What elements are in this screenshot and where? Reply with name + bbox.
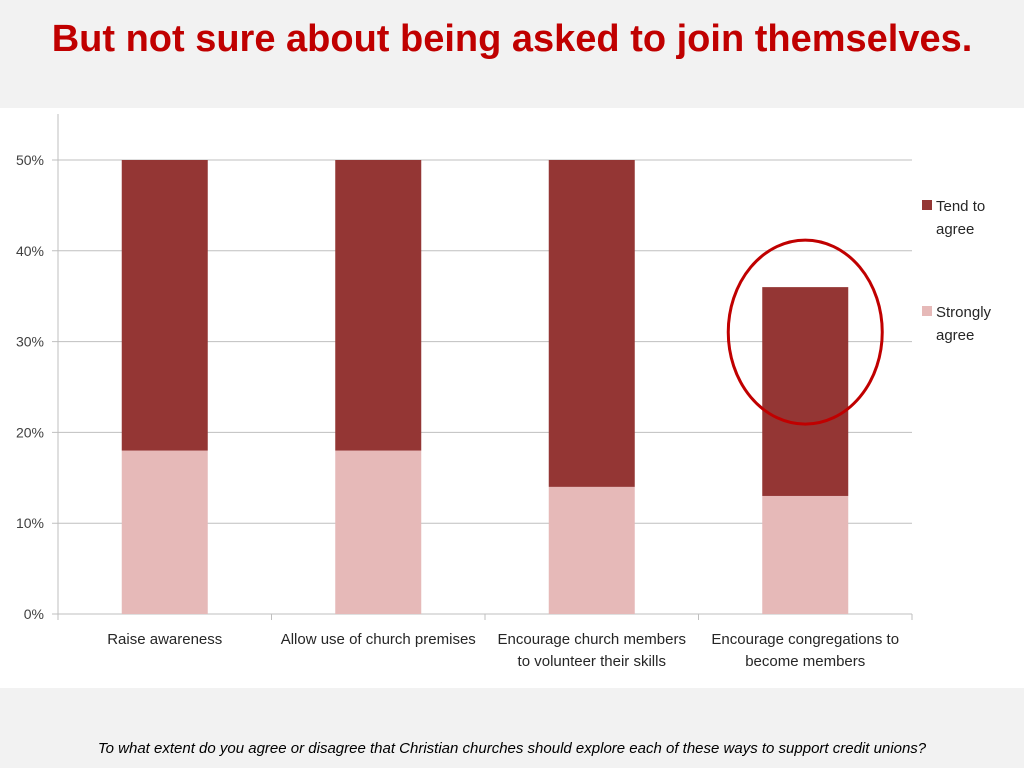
bar-tend-to-agree [335,160,422,451]
highlight-circle [726,238,884,426]
legend-label: Tend to [936,198,985,215]
bar-tend-to-agree [121,160,208,451]
legend-label: agree [936,327,974,344]
stacked-bar-chart: 0% 10% 20% 30% 40% 50% Raise awareness Allow us… [16,114,992,670]
x-category-label: become members [745,653,865,670]
chart-area: 0% 10% 20% 30% 40% 50% Raise awareness Allow us… [0,108,1024,688]
page-title: But not sure about being asked to join t… [51,18,973,60]
y-tick-label: 20% [16,424,44,440]
bar-tend-to-agree [762,287,849,496]
survey-question: To what extent do you agree or disagree … [97,740,927,757]
bar-strongly-agree [762,495,849,614]
y-tick-label: 40% [16,243,44,259]
y-tick-label: 50% [16,152,44,168]
x-category-label: Encourage congregations to [711,631,899,648]
bar-strongly-agree [121,450,208,614]
legend-label: Strongly [936,304,992,321]
legend-swatch [922,306,932,316]
y-tick-label: 30% [16,334,44,350]
bar-strongly-agree [548,486,635,614]
legend-label: agree [936,221,974,238]
x-category-label: Encourage church members [498,631,686,648]
y-tick-label: 10% [16,515,44,531]
bar-strongly-agree [335,450,422,614]
x-category-label: Raise awareness [107,631,222,648]
y-tick-label: 0% [24,606,44,622]
legend-swatch [922,200,932,210]
bar-tend-to-agree [548,160,635,487]
x-category-label: Allow use of church premises [281,631,476,648]
x-category-label: to volunteer their skills [518,653,666,670]
